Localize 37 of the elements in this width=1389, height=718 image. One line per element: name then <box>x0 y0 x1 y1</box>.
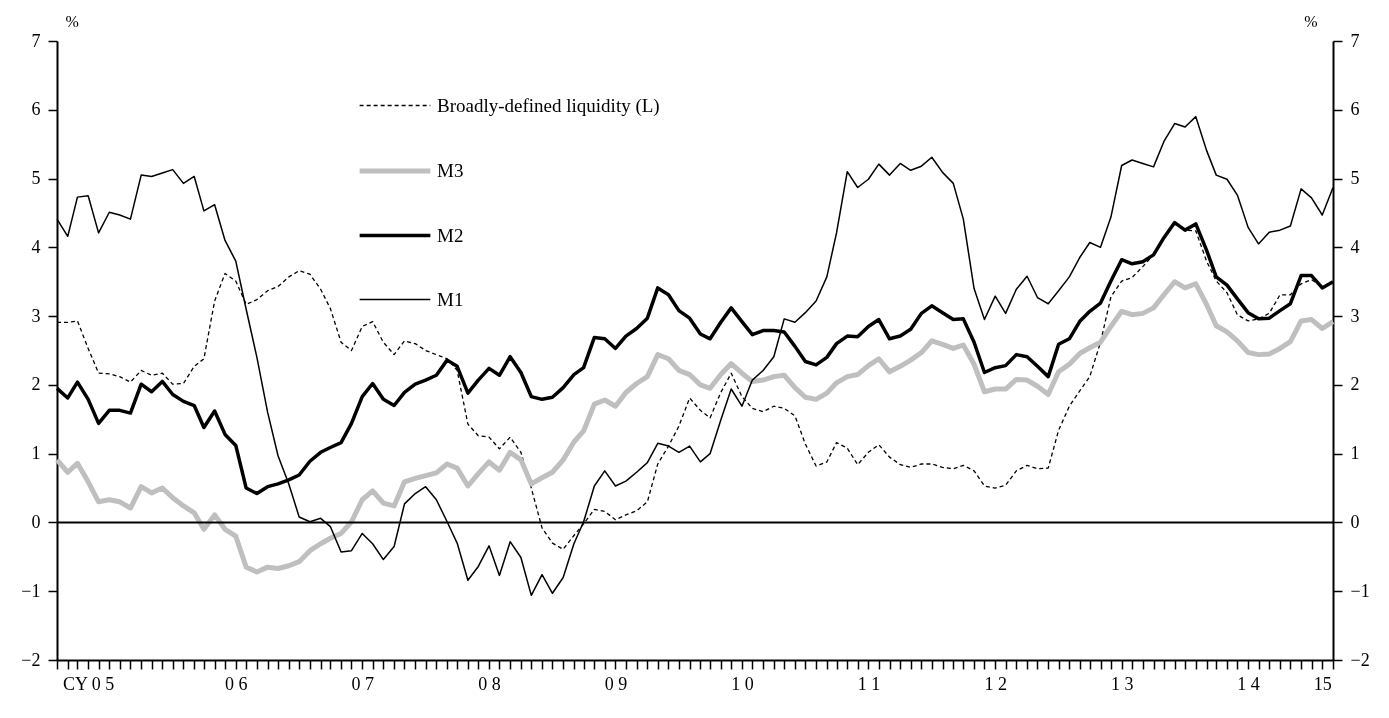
y2-tick-label: 6 <box>1350 99 1360 120</box>
x-tick-label: 1 4 <box>1237 673 1260 694</box>
legend-label: M2 <box>437 224 464 246</box>
y2-tick-label: −1 <box>1350 580 1370 601</box>
x-tick-label: 1 2 <box>984 673 1007 694</box>
legend-label: M1 <box>437 288 464 310</box>
y2-tick-label: −2 <box>1350 649 1370 670</box>
y2-tick-label: 2 <box>1350 374 1360 395</box>
y-tick-label: −1 <box>21 580 41 601</box>
y-tick-label: 4 <box>31 236 41 257</box>
x-tick-label: 0 6 <box>225 673 248 694</box>
y-tick-label: 2 <box>31 374 41 395</box>
y-tick-label: 1 <box>31 443 41 464</box>
legend-label: M3 <box>437 160 464 181</box>
x-tick-label: 0 8 <box>478 673 501 694</box>
y-tick-label: 6 <box>31 99 41 120</box>
y2-tick-label: 0 <box>1350 511 1360 532</box>
x-tick-label: 1 3 <box>1110 673 1134 694</box>
y2-tick-label: 7 <box>1350 30 1360 51</box>
y-axis-title: % <box>65 12 79 30</box>
y2-tick-label: 4 <box>1350 236 1360 257</box>
y-tick-label: 5 <box>31 168 41 189</box>
y-tick-label: 3 <box>31 305 41 326</box>
y-tick-label: 0 <box>31 511 41 532</box>
legend-label: Broadly-defined liquidity (L) <box>437 94 660 117</box>
y2-tick-label: 1 <box>1350 443 1360 464</box>
x-tick-label: 0 7 <box>351 673 374 694</box>
y2-tick-label: 3 <box>1350 305 1360 326</box>
x-tick-label: CY 0 5 <box>63 673 115 694</box>
x-tick-label: 0 9 <box>604 673 628 694</box>
x-tick-label: 1 0 <box>731 673 754 694</box>
y-tick-label: −2 <box>21 649 41 670</box>
y2-tick-label: 5 <box>1350 168 1360 189</box>
y-tick-label: 7 <box>31 30 41 51</box>
x-tick-label: 1 1 <box>857 673 881 694</box>
y2-axis-title: % <box>1304 12 1318 30</box>
x-tick-label: 15 <box>1313 673 1332 694</box>
